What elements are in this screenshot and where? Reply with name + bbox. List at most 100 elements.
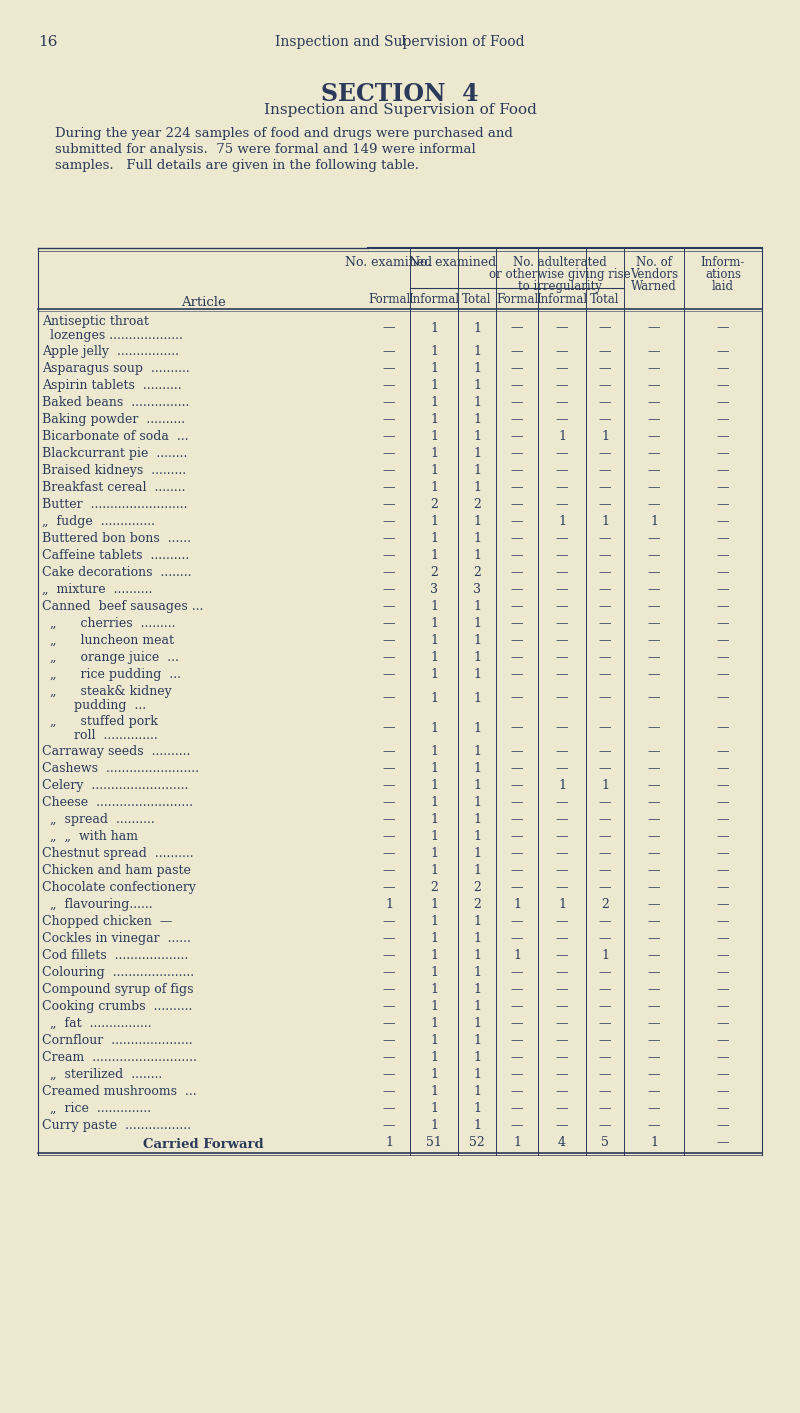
Text: —: —: [648, 863, 660, 877]
Text: 1: 1: [513, 1136, 521, 1149]
Text: —: —: [382, 983, 395, 996]
Text: —: —: [510, 514, 523, 528]
Text: 1: 1: [473, 463, 481, 478]
Text: 1: 1: [430, 916, 438, 928]
Text: —: —: [382, 497, 395, 512]
Text: —: —: [598, 601, 611, 613]
Text: —: —: [556, 796, 568, 810]
Text: 1: 1: [473, 779, 481, 793]
Text: —: —: [598, 880, 611, 894]
Text: —: —: [556, 950, 568, 962]
Text: No. of: No. of: [636, 256, 672, 268]
Text: 1: 1: [430, 966, 438, 979]
Text: —: —: [717, 691, 730, 705]
Text: 1: 1: [558, 779, 566, 793]
Text: —: —: [382, 1102, 395, 1115]
Text: —: —: [556, 1000, 568, 1013]
Text: —: —: [510, 916, 523, 928]
Text: 2: 2: [430, 567, 438, 579]
Text: „  „  with ham: „ „ with ham: [42, 829, 138, 844]
Text: —: —: [598, 668, 611, 681]
Text: —: —: [717, 916, 730, 928]
Text: —: —: [648, 668, 660, 681]
Text: —: —: [382, 601, 395, 613]
Text: —: —: [510, 651, 523, 664]
Text: „      cherries  .........: „ cherries .........: [42, 617, 175, 630]
Text: —: —: [717, 584, 730, 596]
Text: Breakfast cereal  ........: Breakfast cereal ........: [42, 480, 186, 495]
Text: —: —: [648, 584, 660, 596]
Text: 1: 1: [473, 668, 481, 681]
Text: 1: 1: [430, 1085, 438, 1098]
Text: —: —: [556, 983, 568, 996]
Text: —: —: [510, 1051, 523, 1064]
Text: —: —: [510, 396, 523, 408]
Text: 1: 1: [430, 899, 438, 911]
Text: —: —: [648, 1102, 660, 1115]
Text: 1: 1: [430, 691, 438, 705]
Text: —: —: [717, 447, 730, 461]
Text: 1: 1: [558, 899, 566, 911]
Text: —: —: [717, 779, 730, 793]
Text: 1: 1: [385, 899, 393, 911]
Text: —: —: [382, 950, 395, 962]
Text: —: —: [648, 899, 660, 911]
Text: —: —: [717, 430, 730, 444]
Text: 1: 1: [473, 846, 481, 861]
Text: —: —: [556, 480, 568, 495]
Text: —: —: [510, 983, 523, 996]
Text: 1: 1: [473, 1102, 481, 1115]
Text: —: —: [510, 379, 523, 391]
Text: —: —: [510, 745, 523, 757]
Text: —: —: [717, 899, 730, 911]
Text: 1: 1: [473, 1051, 481, 1064]
Text: 1: 1: [430, 1119, 438, 1132]
Text: Blackcurrant pie  ........: Blackcurrant pie ........: [42, 447, 187, 461]
Text: —: —: [382, 584, 395, 596]
Text: —: —: [556, 880, 568, 894]
Text: Baked beans  ...............: Baked beans ...............: [42, 396, 190, 408]
Text: 1: 1: [430, 668, 438, 681]
Text: —: —: [717, 950, 730, 962]
Text: 1: 1: [430, 1068, 438, 1081]
Text: Cheese  .........................: Cheese .........................: [42, 796, 193, 810]
Text: 5: 5: [601, 1136, 609, 1149]
Text: —: —: [556, 1017, 568, 1030]
Text: —: —: [648, 1051, 660, 1064]
Text: 1: 1: [473, 634, 481, 647]
Text: 1: 1: [430, 362, 438, 374]
Text: —: —: [510, 533, 523, 545]
Text: —: —: [648, 550, 660, 562]
Text: —: —: [717, 933, 730, 945]
Text: —: —: [648, 796, 660, 810]
Text: —: —: [382, 779, 395, 793]
Text: —: —: [717, 863, 730, 877]
Text: Inspection and Supervision of Food: Inspection and Supervision of Food: [263, 103, 537, 117]
Text: —: —: [510, 722, 523, 735]
Text: „  fudge  ..............: „ fudge ..............: [42, 514, 155, 528]
Text: —: —: [382, 379, 395, 391]
Text: —: —: [510, 668, 523, 681]
Text: —: —: [598, 1034, 611, 1047]
Text: —: —: [598, 550, 611, 562]
Text: —: —: [382, 480, 395, 495]
Text: —: —: [648, 745, 660, 757]
Text: 1: 1: [473, 447, 481, 461]
Text: 1: 1: [601, 779, 609, 793]
Text: —: —: [382, 846, 395, 861]
Text: —: —: [382, 745, 395, 757]
Text: 1: 1: [430, 1017, 438, 1030]
Text: —: —: [382, 322, 395, 335]
Text: —: —: [598, 1085, 611, 1098]
Text: —: —: [598, 617, 611, 630]
Text: Bicarbonate of soda  ...: Bicarbonate of soda ...: [42, 430, 189, 444]
Text: 1: 1: [430, 463, 438, 478]
Text: —: —: [510, 1034, 523, 1047]
Text: —: —: [382, 933, 395, 945]
Text: —: —: [598, 846, 611, 861]
Text: —: —: [717, 983, 730, 996]
Text: 1: 1: [430, 863, 438, 877]
Text: —: —: [510, 966, 523, 979]
Text: —: —: [598, 651, 611, 664]
Text: —: —: [510, 812, 523, 827]
